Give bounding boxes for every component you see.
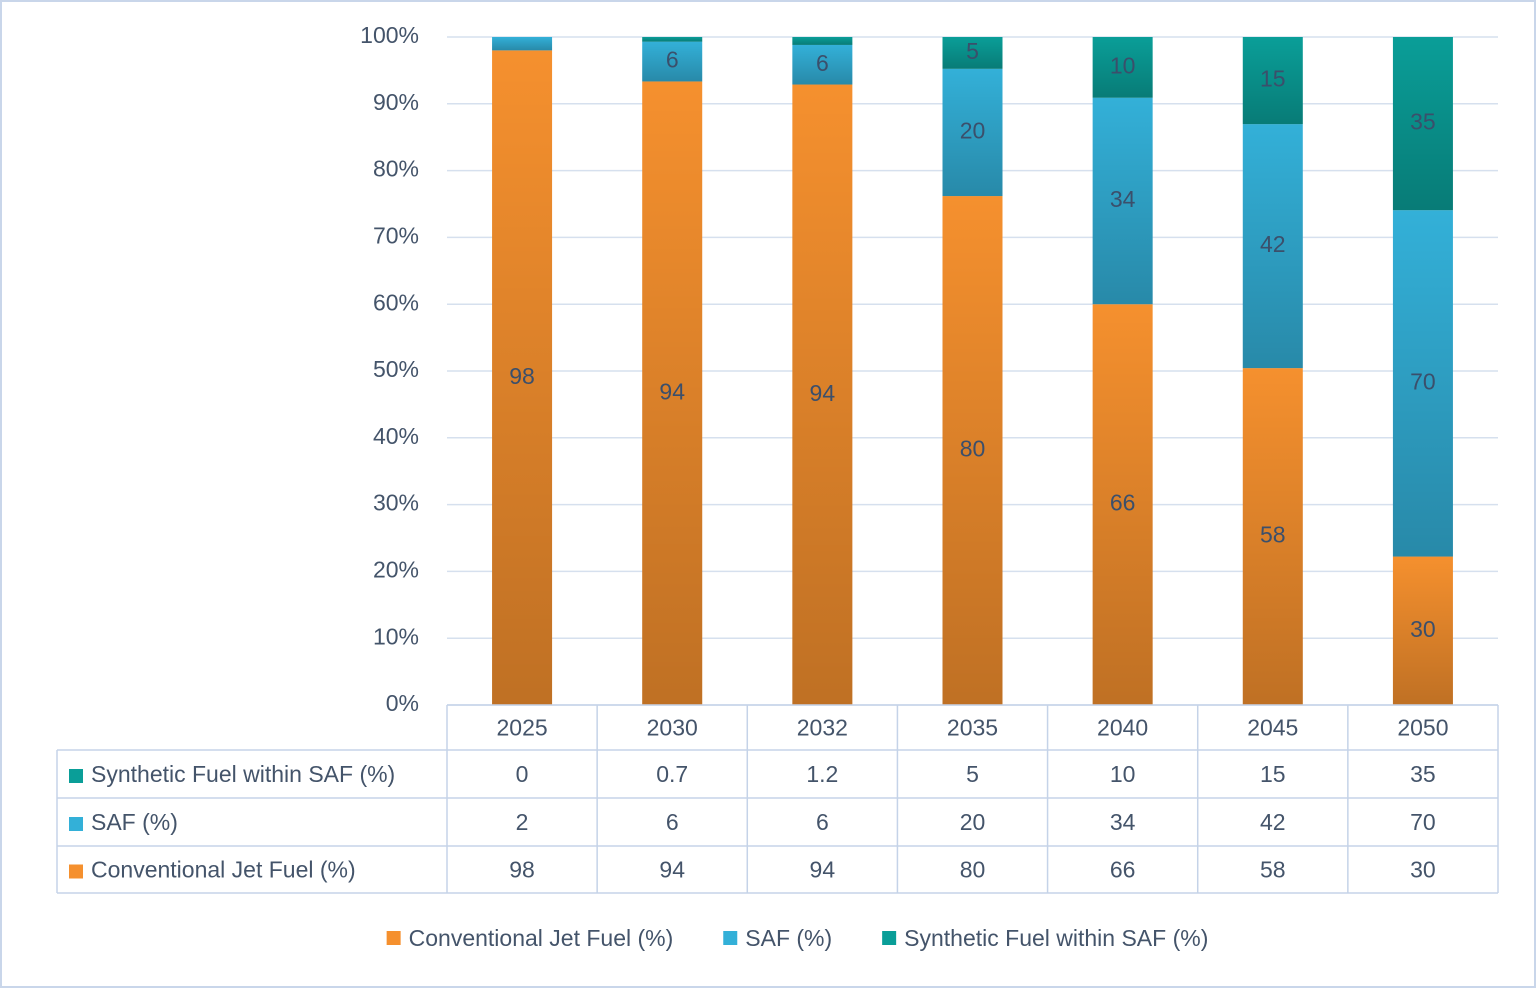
legend-key [386,931,401,945]
bar-shade [1242,368,1303,705]
table-cell: 98 [509,857,535,883]
bar-shade [642,81,703,705]
y-tick-label: 20% [373,556,419,582]
data-label: 6 [816,50,829,76]
bar-shade [1392,210,1453,557]
y-tick-label: 50% [373,356,419,382]
table-cell: 6 [816,809,829,835]
x-tick-label: 2050 [1397,715,1448,741]
table-cell: 66 [1110,857,1136,883]
bar-shade [1242,37,1303,125]
legend-label: Conventional Jet Fuel (%) [409,925,674,951]
y-tick-label: 90% [373,89,419,115]
table-cell: 94 [810,857,836,883]
y-tick-label: 70% [373,222,419,248]
data-label: 20 [960,118,986,144]
table-row-label: Synthetic Fuel within SAF (%) [91,761,395,787]
data-label: 30 [1410,616,1436,642]
bar-shade [1392,37,1453,211]
bar-shade [642,37,703,42]
y-tick-label: 10% [373,623,419,649]
data-label: 98 [509,363,535,389]
table-cell: 58 [1260,857,1286,883]
bar-shade [642,41,703,82]
bar-shade [942,37,1003,69]
legend-key [723,931,738,945]
table-cell: 0.7 [656,761,688,787]
bar-shade [942,68,1003,197]
legend-label: Synthetic Fuel within SAF (%) [904,925,1208,951]
data-label: 35 [1410,109,1436,135]
x-tick-label: 2040 [1097,715,1148,741]
table-legend-key [69,864,83,879]
data-label: 42 [1260,231,1286,257]
y-tick-label: 60% [373,289,419,315]
x-tick-label: 2030 [647,715,698,741]
data-label: 5 [966,38,979,64]
data-label: 94 [810,380,836,406]
table-legend-key [69,817,83,831]
data-label: 70 [1410,368,1436,394]
data-label: 10 [1110,52,1136,78]
data-label: 58 [1260,522,1286,548]
x-tick-label: 2035 [947,715,998,741]
table-cell: 0 [516,761,529,787]
bar-shade [942,196,1003,706]
table-cell: 2 [516,809,529,835]
y-tick-label: 100% [360,22,419,48]
data-label: 80 [960,436,986,462]
y-tick-label: 30% [373,490,419,516]
x-tick-label: 2045 [1247,715,1298,741]
bar-shade [1092,304,1153,705]
table-cell: 20 [960,809,986,835]
y-tick-label: 0% [386,690,419,716]
table-cell: 35 [1410,761,1436,787]
bar-shade [492,37,553,51]
data-label: 66 [1110,490,1136,516]
table-row-label: Conventional Jet Fuel (%) [91,857,356,883]
x-tick-label: 2025 [496,715,547,741]
data-label: 94 [659,378,685,404]
table-cell: 42 [1260,809,1286,835]
x-tick-label: 2032 [797,715,848,741]
table-row-label: SAF (%) [91,809,178,835]
legend-key [882,931,897,945]
bar-shade [1242,124,1303,369]
table-cell: 34 [1110,809,1136,835]
legend: Conventional Jet Fuel (%) SAF (%) Syntheti… [386,925,1208,951]
table-cell: 5 [966,761,979,787]
y-tick-label: 40% [373,423,419,449]
bar-shade [792,44,853,85]
bar-shade [792,84,853,705]
table-cell: 15 [1260,761,1286,787]
table-cell: 30 [1410,857,1436,883]
table-cell: 10 [1110,761,1136,787]
table-cell: 70 [1410,809,1436,835]
table-cell: 6 [666,809,679,835]
bar-shade [792,37,853,45]
table-cell: 80 [960,857,986,883]
table-cell: 1.2 [806,761,838,787]
bar-shade [1092,97,1153,305]
table-cell: 94 [659,857,685,883]
bar-shade [1392,556,1453,705]
bar-shade [492,50,553,706]
y-tick-label: 80% [373,156,419,182]
bar-shade [1092,37,1153,98]
table-legend-key [69,769,83,783]
data-label: 6 [666,47,679,73]
data-label: 34 [1110,186,1136,212]
data-label: 15 [1260,66,1286,92]
legend-label: SAF (%) [745,925,832,951]
